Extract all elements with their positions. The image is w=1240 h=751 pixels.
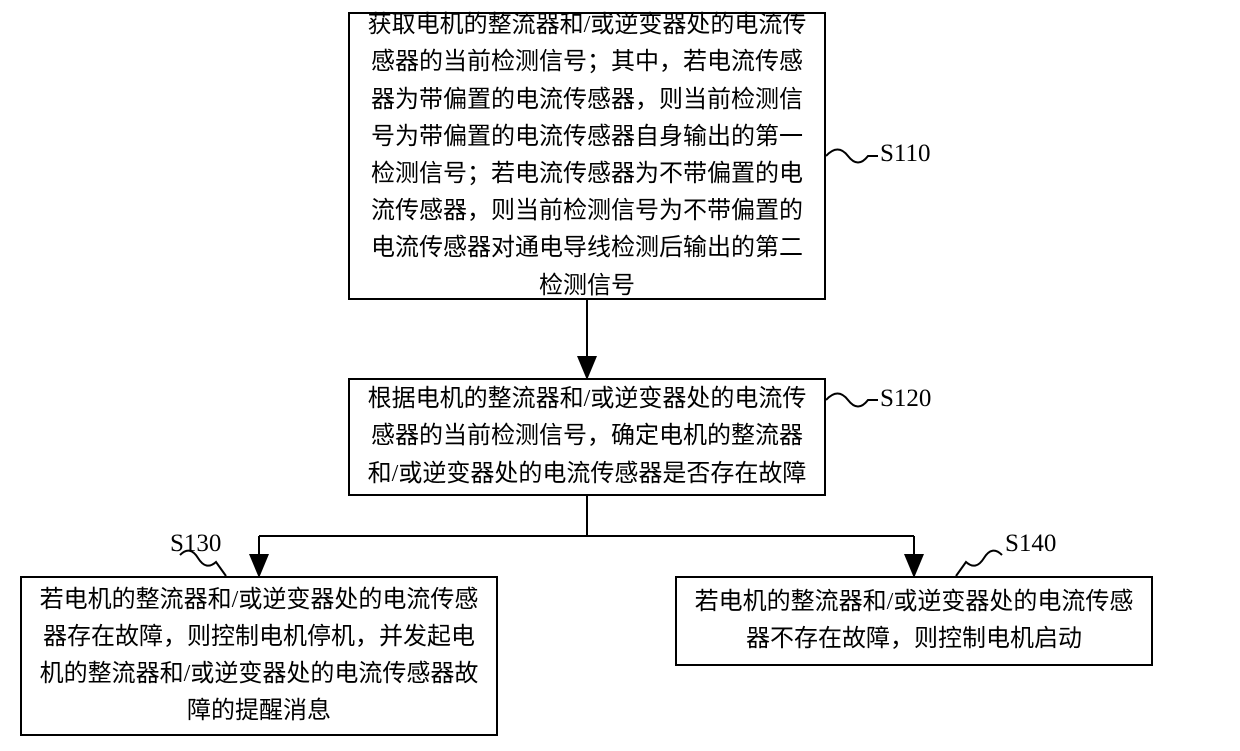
box-text-s130: 若电机的整流器和/或逆变器处的电流传感器存在故障，则控制电机停机，并发起电机的整… xyxy=(36,582,482,731)
step-label-s140: S140 xyxy=(1005,530,1056,558)
step-label-s110: S110 xyxy=(880,140,930,168)
flow-box-s110: 获取电机的整流器和/或逆变器处的电流传感器的当前检测信号；其中，若电流传感器为带… xyxy=(348,12,826,300)
flow-box-s120: 根据电机的整流器和/或逆变器处的电流传感器的当前检测信号，确定电机的整流器和/或… xyxy=(348,378,826,496)
squiggle-s110 xyxy=(826,150,878,163)
box-text-s120: 根据电机的整流器和/或逆变器处的电流传感器的当前检测信号，确定电机的整流器和/或… xyxy=(364,381,810,493)
box-text-s140: 若电机的整流器和/或逆变器处的电流传感器不存在故障，则控制电机启动 xyxy=(691,584,1137,658)
step-label-s120: S120 xyxy=(880,385,931,413)
flow-box-s140: 若电机的整流器和/或逆变器处的电流传感器不存在故障，则控制电机启动 xyxy=(675,576,1153,666)
step-label-s130: S130 xyxy=(170,530,221,558)
squiggle-s140 xyxy=(956,551,1002,576)
box-text-s110: 获取电机的整流器和/或逆变器处的电流传感器的当前检测信号；其中，若电流传感器为带… xyxy=(364,7,810,305)
flow-box-s130: 若电机的整流器和/或逆变器处的电流传感器存在故障，则控制电机停机，并发起电机的整… xyxy=(20,576,498,736)
squiggle-s120 xyxy=(826,394,878,407)
